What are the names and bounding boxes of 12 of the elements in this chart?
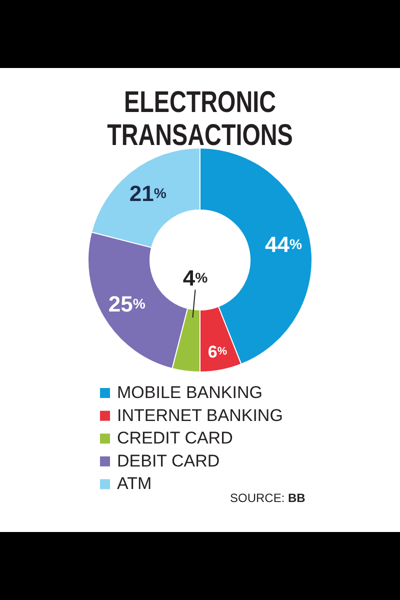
legend-label: ATM — [117, 474, 152, 494]
legend-label: CREDIT CARD — [117, 428, 233, 448]
legend-label: INTERNET BANKING — [117, 406, 283, 425]
source-note: SOURCE: BB — [230, 491, 306, 505]
legend-label: MOBILE BANKING — [117, 383, 262, 402]
data-label: 44% — [264, 232, 302, 257]
data-label: 21% — [129, 180, 167, 206]
chart-title: ELECTRONIC TRANSACTIONS — [107, 85, 293, 152]
data-label: 25% — [108, 290, 146, 316]
legend-label: DEBIT CARD — [117, 451, 220, 470]
data-label: 4% — [182, 265, 208, 290]
data-label: 6% — [208, 342, 228, 361]
